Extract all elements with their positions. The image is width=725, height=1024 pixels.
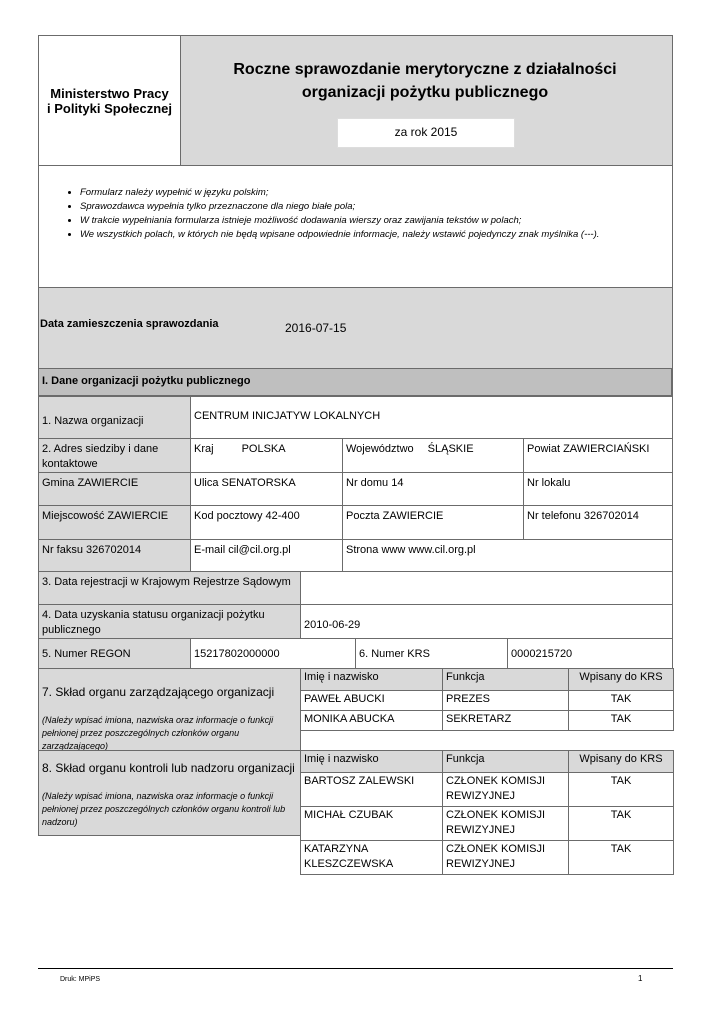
member-function[interactable]: CZŁONEK KOMISJI REWIZYJNEJ bbox=[442, 840, 570, 875]
org-name-label: 1. Nazwa organizacji bbox=[38, 396, 191, 439]
member-name[interactable]: BARTOSZ ZALEWSKI bbox=[300, 772, 444, 807]
footer-divider bbox=[38, 968, 673, 969]
fax-field[interactable]: Nr faksu 326702014 bbox=[38, 539, 191, 572]
publication-row bbox=[38, 287, 673, 369]
instructions: Formularz należy wypełnić w języku polsk… bbox=[38, 165, 673, 288]
street-field[interactable]: Ulica SENATORSKA bbox=[190, 472, 343, 506]
supervisory-label-cell: 8. Skład organu kontroli lub nadzoru org… bbox=[38, 750, 301, 836]
krs-value[interactable]: 0000215720 bbox=[507, 638, 673, 669]
board-note: (Należy wpisać imiona, nazwiska oraz inf… bbox=[42, 715, 274, 751]
column-header: Funkcja bbox=[442, 750, 570, 773]
voivodeship-label: Województwo bbox=[346, 443, 414, 455]
column-header: Funkcja bbox=[442, 668, 570, 691]
supervisory-label: 8. Skład organu kontroli lub nadzoru org… bbox=[42, 761, 295, 775]
instruction-item: W trakcie wypełniania formularza istniej… bbox=[80, 214, 669, 228]
member-krs[interactable]: TAK bbox=[568, 690, 674, 711]
instruction-item: Sprawozdawca wypełnia tylko przeznaczone… bbox=[80, 200, 669, 214]
voivodeship-field[interactable]: Województwo ŚLĄSKIE bbox=[342, 438, 524, 473]
www-field[interactable]: Strona www www.cil.org.pl bbox=[342, 539, 673, 572]
member-name[interactable]: KATARZYNA KLESZCZEWSKA bbox=[300, 840, 444, 875]
opp-status-label: 4. Data uzyskania statusu organizacji po… bbox=[38, 604, 301, 639]
post-field[interactable]: Poczta ZAWIERCIE bbox=[342, 505, 524, 540]
member-function[interactable]: PREZES bbox=[442, 690, 570, 711]
member-krs[interactable]: TAK bbox=[568, 710, 674, 731]
page-number: 1 bbox=[638, 974, 643, 983]
column-header: Imię i nazwisko bbox=[300, 750, 444, 773]
city-field[interactable]: Miejscowość ZAWIERCIE bbox=[38, 505, 191, 540]
district-field[interactable]: Powiat ZAWIERCIAŃSKI bbox=[523, 438, 673, 473]
board-label-cell: 7. Skład organu zarządzającego organizac… bbox=[38, 668, 301, 751]
column-header: Wpisany do KRS bbox=[568, 750, 674, 773]
country-label: Kraj bbox=[194, 443, 214, 455]
instruction-item: Formularz należy wypełnić w języku polsk… bbox=[80, 186, 669, 200]
house-field[interactable]: Nr domu 14 bbox=[342, 472, 524, 506]
member-function[interactable]: CZŁONEK KOMISJI REWIZYJNEJ bbox=[442, 806, 570, 841]
postcode-field[interactable]: Kod pocztowy 42-400 bbox=[190, 505, 343, 540]
opp-status-date[interactable]: 2010-06-29 bbox=[300, 604, 673, 639]
footer-print: Druk: MPiPS bbox=[60, 976, 101, 983]
flat-field[interactable]: Nr lokalu bbox=[523, 472, 673, 506]
commune-field[interactable]: Gmina ZAWIERCIE bbox=[38, 472, 191, 506]
column-header: Imię i nazwisko bbox=[300, 668, 444, 691]
member-function[interactable]: SEKRETARZ bbox=[442, 710, 570, 731]
member-function[interactable]: CZŁONEK KOMISJI REWIZYJNEJ bbox=[442, 772, 570, 807]
member-krs[interactable]: TAK bbox=[568, 840, 674, 875]
country-value: POLSKA bbox=[241, 443, 286, 455]
country-field[interactable]: Kraj POLSKA bbox=[190, 438, 343, 473]
regon-value[interactable]: 15217802000000 bbox=[190, 638, 356, 669]
report-year: za rok 2015 bbox=[337, 118, 515, 148]
member-name[interactable]: PAWEŁ ABUCKI bbox=[300, 690, 444, 711]
page-title: Roczne sprawozdanie merytoryczne z dział… bbox=[233, 61, 617, 101]
member-krs[interactable]: TAK bbox=[568, 806, 674, 841]
publication-date[interactable]: 2016-07-15 bbox=[285, 321, 347, 335]
address-label: 2. Adres siedziby i dane kontaktowe bbox=[38, 438, 191, 473]
board-label: 7. Skład organu zarządzającego organizac… bbox=[42, 685, 275, 699]
member-name[interactable]: MICHAŁ CZUBAK bbox=[300, 806, 444, 841]
krs-registration-date[interactable] bbox=[300, 571, 673, 605]
ministry-name: Ministerstwo Pracy i Polityki Społecznej bbox=[38, 35, 181, 166]
org-name[interactable]: CENTRUM INICJATYW LOKALNYCH bbox=[190, 396, 673, 439]
column-header: Wpisany do KRS bbox=[568, 668, 674, 691]
krs-label: 6. Numer KRS bbox=[355, 638, 508, 669]
supervisory-note: (Należy wpisać imiona, nazwiska oraz inf… bbox=[42, 791, 286, 827]
instruction-item: We wszystkich polach, w których nie będą… bbox=[80, 228, 669, 242]
member-krs[interactable]: TAK bbox=[568, 772, 674, 807]
section1-title: I. Dane organizacji pożytku publicznego bbox=[38, 368, 673, 397]
krs-registration-label: 3. Data rejestracji w Krajowym Rejestrze… bbox=[38, 571, 301, 605]
regon-label: 5. Numer REGON bbox=[38, 638, 191, 669]
publication-label: Data zamieszczenia sprawozdania bbox=[40, 318, 219, 330]
phone-field[interactable]: Nr telefonu 326702014 bbox=[523, 505, 673, 540]
email-field[interactable]: E-mail cil@cil.org.pl bbox=[190, 539, 343, 572]
voivodeship-value: ŚLĄSKIE bbox=[427, 443, 474, 455]
member-name[interactable]: MONIKA ABUCKA bbox=[300, 710, 444, 731]
